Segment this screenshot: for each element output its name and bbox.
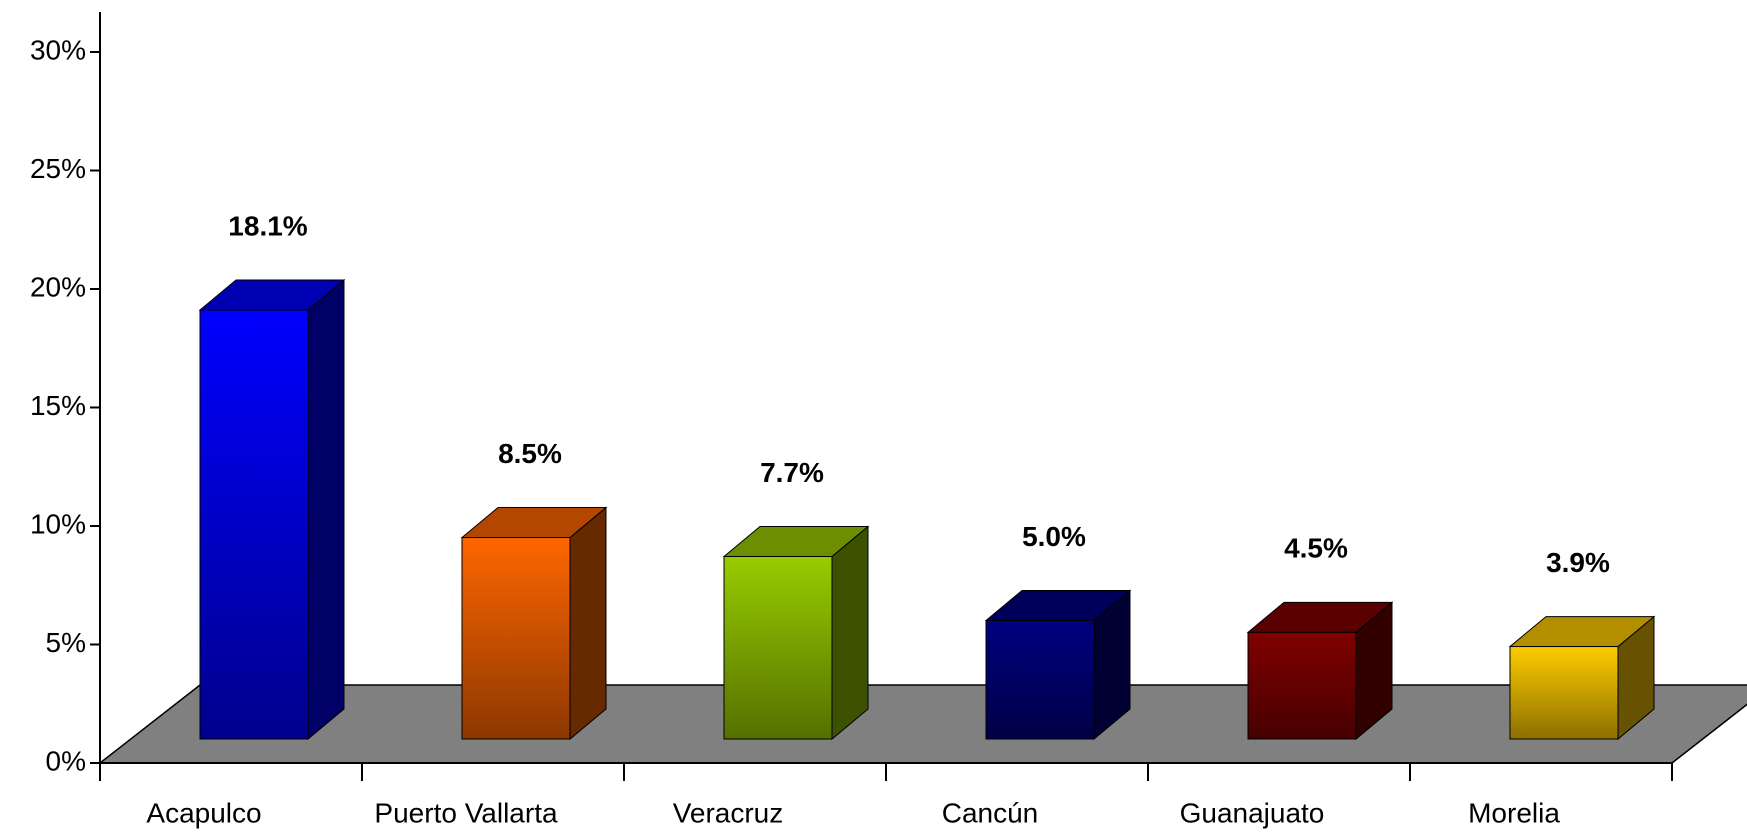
- value-label: 3.9%: [1546, 547, 1610, 578]
- bar-front: [199, 309, 309, 740]
- bar-side: [831, 525, 869, 741]
- y-tick-label: 15%: [30, 390, 86, 421]
- value-label: 7.7%: [760, 457, 824, 488]
- bar-front: [723, 556, 833, 740]
- bar: [984, 589, 1132, 741]
- bar-front: [1247, 631, 1357, 740]
- bar-front: [1509, 646, 1619, 740]
- y-tick-label: 30%: [30, 34, 86, 65]
- value-label: 5.0%: [1022, 521, 1086, 552]
- floor: [97, 684, 1747, 764]
- bar-front: [461, 537, 571, 740]
- bar-front: [985, 620, 1095, 740]
- y-tick-label: 0%: [46, 745, 86, 776]
- bar: [722, 525, 870, 741]
- y-tick-label: 25%: [30, 153, 86, 184]
- bar: [198, 278, 346, 741]
- y-tick-label: 10%: [30, 508, 86, 539]
- bar: [1246, 601, 1394, 741]
- bar-side: [569, 506, 607, 741]
- x-tick-label: Veracruz: [673, 797, 784, 828]
- x-tick-label: Acapulco: [146, 797, 261, 828]
- x-tick-label: Guanajuato: [1180, 797, 1325, 828]
- value-label: 4.5%: [1284, 533, 1348, 564]
- bar: [1508, 615, 1656, 741]
- bar-side: [307, 278, 345, 741]
- value-label: 18.1%: [228, 210, 307, 241]
- x-tick-label: Morelia: [1468, 797, 1560, 828]
- bar: [460, 506, 608, 741]
- value-label: 8.5%: [498, 438, 562, 469]
- y-tick-label: 5%: [46, 627, 86, 658]
- y-tick-label: 20%: [30, 271, 86, 302]
- x-tick-label: Puerto Vallarta: [374, 797, 558, 828]
- x-tick-label: Cancún: [942, 797, 1039, 828]
